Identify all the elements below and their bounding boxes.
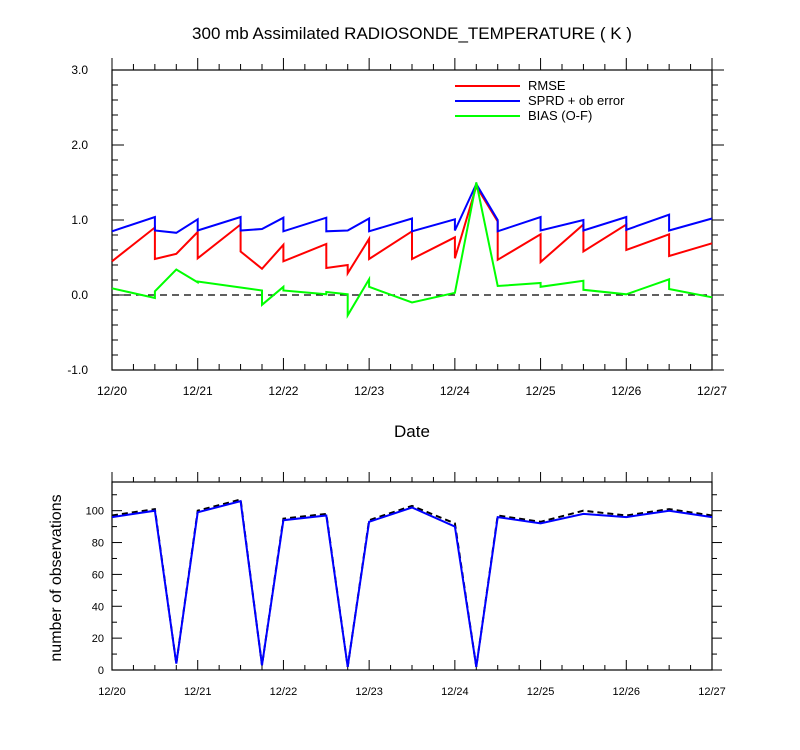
x-tick-label: 12/22 bbox=[270, 686, 298, 698]
legend-entry: BIAS (O-F) bbox=[528, 108, 592, 123]
series-line-0 bbox=[111, 498, 713, 667]
x-tick-label: 12/22 bbox=[268, 384, 298, 398]
x-tick-label: 12/23 bbox=[354, 384, 384, 398]
legend-entry: SPRD + ob error bbox=[528, 93, 625, 108]
x-axis-label: Date bbox=[394, 422, 430, 441]
series-line-1 bbox=[111, 499, 713, 667]
chart-title: 300 mb Assimilated RADIOSONDE_TEMPERATUR… bbox=[192, 24, 632, 43]
series-line-1 bbox=[111, 181, 713, 234]
x-tick-label: 12/25 bbox=[526, 384, 556, 398]
x-tick-label: 12/21 bbox=[183, 384, 213, 398]
y-tick-label: 60 bbox=[92, 569, 104, 581]
y-tick-label: 0.0 bbox=[71, 288, 88, 302]
y-tick-label: -1.0 bbox=[67, 363, 88, 377]
x-tick-label: 12/23 bbox=[355, 686, 383, 698]
x-tick-label: 12/24 bbox=[441, 686, 469, 698]
top-plot: 12/20 12/21 12/22 12/23 12/24 12/25 12/26 12/27… bbox=[67, 58, 727, 398]
y-tick-label: 2.0 bbox=[71, 138, 88, 152]
y-tick-label: 20 bbox=[92, 633, 104, 645]
x-tick-label: 12/26 bbox=[611, 384, 641, 398]
x-tick-label: 12/24 bbox=[440, 384, 470, 398]
x-tick-label: 12/25 bbox=[527, 686, 555, 698]
y-tick-label: 3.0 bbox=[71, 63, 88, 77]
y-tick-label: 0 bbox=[98, 665, 104, 677]
series-line-0 bbox=[111, 183, 713, 277]
x-tick-label: 12/26 bbox=[613, 686, 641, 698]
x-tick-label: 12/27 bbox=[697, 384, 727, 398]
x-tick-label: 12/21 bbox=[184, 686, 212, 698]
y-axis-label-observations: number of observations bbox=[48, 494, 65, 661]
y-tick-label: 40 bbox=[92, 601, 104, 613]
series-line-2 bbox=[111, 182, 713, 319]
x-tick-label: 12/27 bbox=[698, 686, 726, 698]
y-tick-label: 100 bbox=[86, 506, 104, 518]
x-tick-label: 12/20 bbox=[98, 686, 126, 698]
y-tick-label: 1.0 bbox=[71, 213, 88, 227]
x-tick-label: 12/20 bbox=[97, 384, 127, 398]
y-tick-label: 80 bbox=[92, 538, 104, 550]
legend-entry: RMSE bbox=[528, 78, 566, 93]
bottom-plot: 12/20 12/21 12/22 12/23 12/24 12/25 12/26 12/27… bbox=[86, 472, 726, 698]
